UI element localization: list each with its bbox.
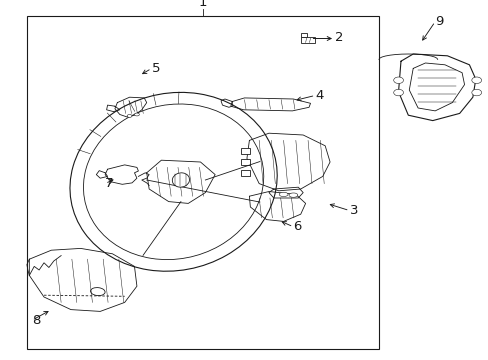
Text: 4: 4 (315, 89, 323, 102)
Ellipse shape (127, 114, 132, 117)
Text: 2: 2 (334, 31, 343, 44)
Polygon shape (246, 133, 329, 191)
Polygon shape (146, 160, 215, 203)
Text: 5: 5 (151, 62, 160, 75)
Polygon shape (398, 54, 475, 121)
Ellipse shape (393, 89, 403, 96)
Text: 1: 1 (198, 0, 207, 9)
Ellipse shape (83, 104, 263, 260)
Polygon shape (249, 192, 305, 221)
Ellipse shape (90, 288, 105, 296)
Bar (240, 159, 250, 165)
Text: 9: 9 (434, 15, 443, 28)
Ellipse shape (279, 192, 287, 197)
Polygon shape (408, 63, 464, 111)
Ellipse shape (134, 113, 139, 116)
Polygon shape (96, 171, 107, 178)
Polygon shape (221, 99, 232, 107)
Bar (240, 170, 250, 176)
Polygon shape (230, 98, 310, 111)
Text: 6: 6 (293, 220, 301, 233)
Ellipse shape (471, 77, 481, 84)
Polygon shape (115, 97, 146, 117)
Text: 8: 8 (32, 314, 40, 327)
Polygon shape (106, 105, 120, 112)
Ellipse shape (172, 173, 189, 187)
Bar (300, 37, 315, 43)
Bar (300, 33, 306, 37)
Polygon shape (268, 187, 303, 198)
Ellipse shape (471, 89, 481, 96)
Bar (240, 148, 250, 154)
Text: 7: 7 (105, 177, 113, 190)
Polygon shape (29, 248, 137, 311)
Text: 3: 3 (349, 204, 357, 217)
Ellipse shape (288, 193, 297, 197)
Ellipse shape (393, 77, 403, 84)
Bar (27, 16, 378, 349)
Polygon shape (105, 165, 138, 184)
